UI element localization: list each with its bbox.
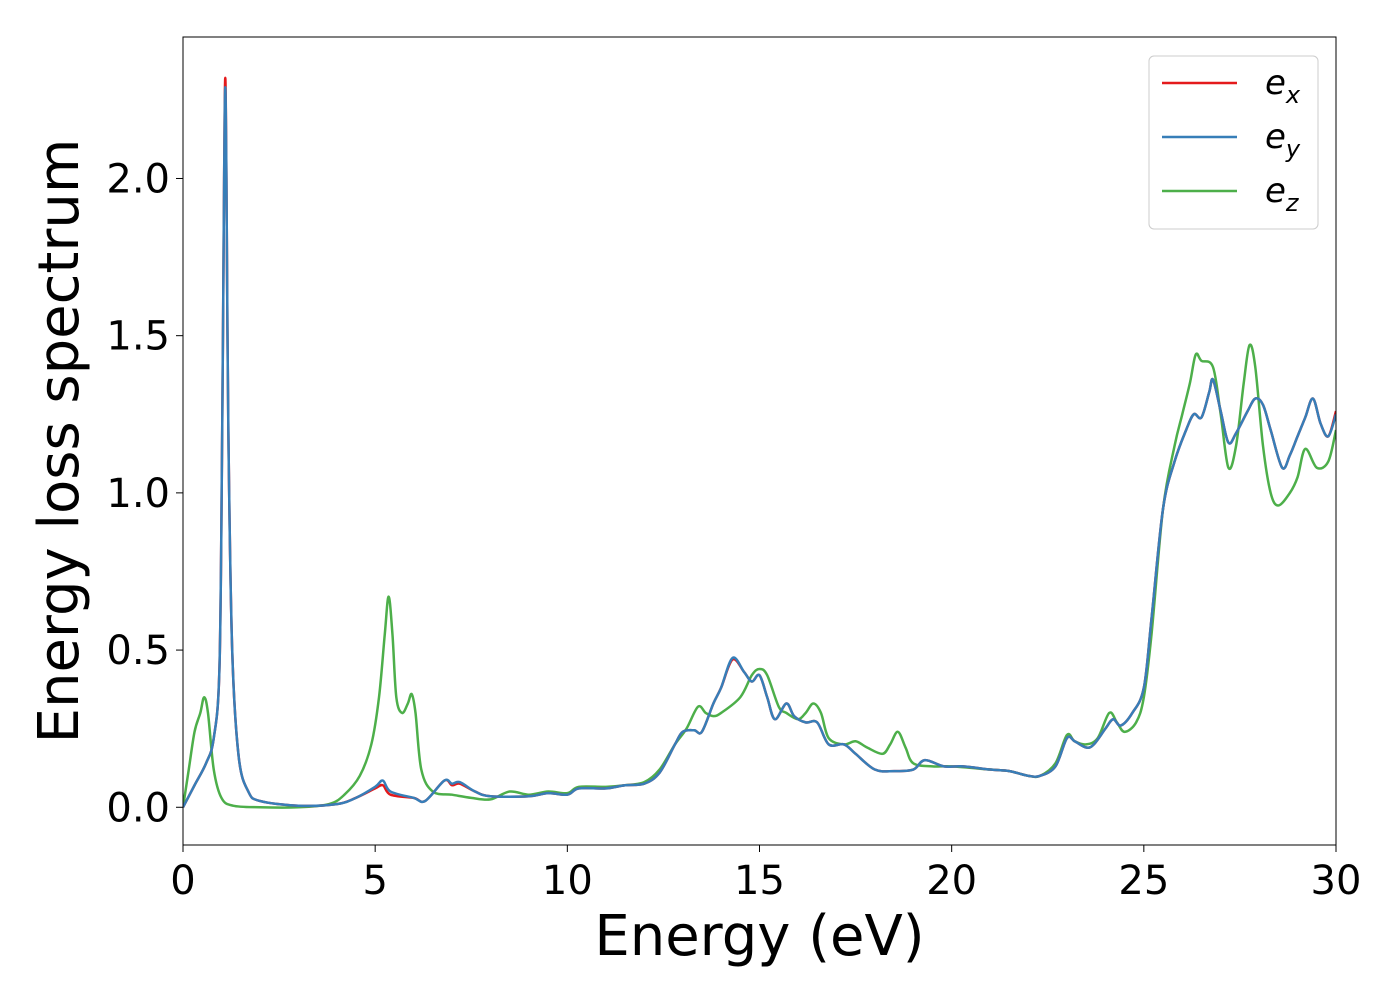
x-tick-label: 25: [1118, 858, 1169, 904]
x-tick-label: 15: [734, 858, 785, 904]
series-line-ez: [183, 343, 1336, 809]
legend: ex ey ez: [1148, 55, 1319, 230]
legend-label-ez: ez: [1265, 171, 1300, 217]
x-tick-label: 5: [362, 858, 387, 904]
y-tick-label: 1.5: [106, 314, 170, 360]
x-tick-label: 30: [1311, 858, 1362, 904]
y-tick-label: 0.0: [106, 785, 170, 831]
legend-label-ey: ey: [1265, 117, 1301, 163]
y-tick-label: 2.0: [106, 156, 170, 202]
y-axis: 0.0 0.5 1.0 1.5 2.0: [106, 156, 183, 831]
x-tick-label: 0: [170, 858, 195, 904]
series-layer: [183, 76, 1336, 809]
y-axis-title: Energy loss spectrum: [27, 139, 92, 744]
x-axis: 0 5 10 15 20 25 30: [170, 845, 1361, 904]
x-tick-label: 10: [542, 858, 593, 904]
x-axis-title: Energy (eV): [594, 904, 924, 969]
x-tick-label: 20: [926, 858, 977, 904]
legend-box: [1148, 55, 1319, 230]
y-tick-label: 1.0: [106, 471, 170, 517]
y-tick-label: 0.5: [106, 628, 170, 674]
legend-label-ex: ex: [1265, 63, 1301, 109]
series-line-ey: [183, 86, 1336, 808]
